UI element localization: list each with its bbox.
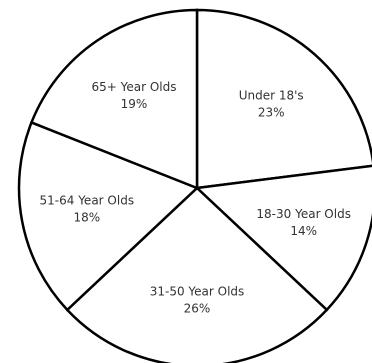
pie-labels: Under 18's 23% 18-30 Year Olds 14% 31-50 Yea…: [40, 80, 351, 316]
pie-slice-18-30-year-olds: [194, 164, 372, 312]
slice-label-18-30-year-olds: 18-30 Year Olds: [256, 207, 351, 221]
slice-percent-18-30-year-olds: 14%: [290, 224, 317, 238]
slice-label-65-year-olds: 65+ Year Olds: [91, 80, 176, 94]
pie-slice-51-64-year-olds: [17, 120, 200, 312]
slice-label-51-64-year-olds: 51-64 Year Olds: [40, 194, 135, 208]
slice-label-31-50-year-olds: 31-50 Year Olds: [150, 285, 245, 299]
slice-percent-under-18-s: 23%: [258, 105, 285, 119]
pie-slice-31-50-year-olds: [65, 186, 329, 363]
slice-label-under-18-s: Under 18's: [239, 88, 304, 102]
pie-slices: [17, 8, 372, 363]
pie-slice-65-year-olds: [29, 8, 199, 190]
slice-percent-65-year-olds: 19%: [121, 97, 148, 111]
pie-slice-under-18-s: [195, 8, 372, 190]
slice-percent-31-50-year-olds: 26%: [184, 302, 211, 316]
slice-percent-51-64-year-olds: 18%: [73, 211, 100, 225]
